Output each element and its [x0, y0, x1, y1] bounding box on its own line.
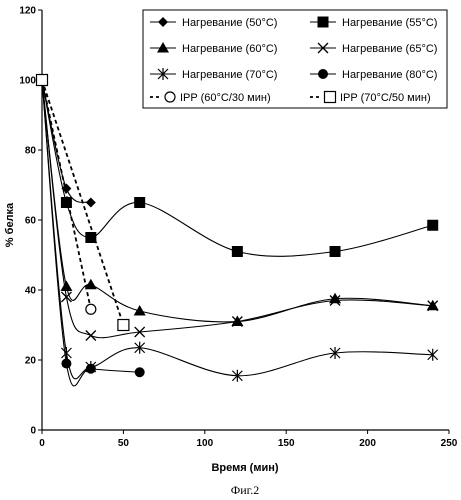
data-point: [329, 246, 341, 257]
data-point: [329, 295, 341, 306]
data-point: [85, 303, 97, 315]
data-point-stroke: [329, 295, 341, 306]
data-point-stroke: [317, 42, 329, 54]
data-point: [60, 197, 72, 208]
data-point: [427, 348, 439, 361]
x-tick-label: 0: [39, 438, 45, 449]
data-point: [117, 318, 130, 332]
data-point-stroke: [60, 291, 72, 303]
chart-legend: Нагревание (50°C) Нагревание (55°C) Нагрев…: [142, 9, 448, 109]
data-point-stroke: [231, 316, 243, 327]
y-tick-label: 0: [30, 426, 36, 437]
data-point: [134, 341, 146, 354]
data-point: [60, 347, 72, 359]
legend-item: Нагревание (70°C): [150, 68, 277, 81]
data-point: [231, 369, 243, 382]
y-tick-label: 20: [25, 356, 37, 367]
legend-item: IPP (70°C/50 мин): [310, 90, 431, 104]
y-axis-title: % белка: [4, 202, 16, 247]
series-4: [36, 74, 439, 341]
x-axis-title: Время (мин): [211, 462, 278, 474]
y-tick-label: 80: [25, 146, 37, 157]
data-point: [85, 330, 97, 341]
data-point: [158, 17, 168, 27]
legend-item: Нагревание (80°C): [310, 69, 437, 81]
legend-box: [142, 9, 448, 109]
data-point: [85, 363, 96, 374]
legend-label: Нагревание (80°C): [342, 69, 437, 81]
legend-item: Нагревание (50°C): [150, 17, 277, 29]
data-point: [60, 291, 72, 303]
data-point: [231, 246, 243, 257]
y-tick-label: 60: [25, 216, 37, 227]
series-6: [37, 75, 145, 387]
data-point: [61, 358, 72, 369]
legend-label: Нагревание (70°C): [182, 69, 277, 81]
data-point: [157, 68, 169, 80]
figure-caption: Фиг.2: [231, 483, 259, 497]
data-point: [231, 316, 243, 327]
chart-axes: 0 20 40 60 80 100 120 0 50 100 150 200 250: [19, 6, 457, 450]
data-point: [134, 367, 145, 378]
series-line: [41, 79, 140, 387]
series-3: [36, 74, 439, 326]
legend-item: IPP (60°C/30 мин): [150, 91, 271, 104]
series-7: [36, 74, 97, 315]
legend-label: IPP (60°C/30 мин): [180, 92, 271, 104]
series-line: [41, 79, 125, 326]
data-point: [329, 347, 341, 359]
legend-item: Нагревание (55°C): [310, 16, 437, 29]
data-point: [60, 280, 73, 291]
data-point: [85, 232, 97, 243]
legend-label: IPP (70°C/50 мин): [340, 92, 431, 104]
data-point: [157, 42, 169, 53]
legend-item: Нагревание (65°C): [310, 42, 437, 55]
x-tick-label: 150: [278, 438, 295, 449]
y-tick-label: 40: [25, 286, 37, 297]
legend-label: Нагревание (60°C): [182, 43, 277, 55]
series-line: [41, 79, 433, 380]
x-tick-label: 200: [359, 438, 376, 449]
data-point: [84, 278, 97, 290]
chart-series: [35, 73, 439, 387]
x-tick-label: 100: [196, 438, 213, 449]
data-point: [317, 42, 329, 54]
legend-label: Нагревание (50°C): [182, 17, 277, 29]
data-point: [427, 219, 439, 231]
data-point-stroke: [85, 330, 97, 341]
data-point: [427, 300, 439, 312]
legend-item: Нагревание (60°C): [150, 42, 277, 55]
y-tick-label: 120: [19, 6, 36, 17]
x-tick-label: 50: [118, 438, 130, 449]
data-point-stroke: [427, 300, 439, 312]
series-line: [41, 79, 92, 310]
data-point-stroke: [134, 326, 146, 338]
data-point: [133, 305, 146, 316]
series-8: [35, 73, 130, 332]
data-point: [35, 73, 49, 87]
data-point: [134, 326, 146, 338]
legend-label: Нагревание (55°C): [342, 17, 437, 29]
data-point: [85, 197, 96, 208]
data-point: [134, 197, 146, 208]
series-line: [41, 79, 433, 323]
y-tick-label: 100: [19, 76, 36, 87]
x-tick-label: 250: [441, 438, 458, 449]
data-point: [164, 91, 176, 103]
legend-label: Нагревание (65°C): [342, 43, 437, 55]
data-point: [317, 16, 329, 28]
data-point: [318, 69, 328, 79]
data-point: [323, 90, 337, 104]
series-5: [36, 74, 439, 382]
